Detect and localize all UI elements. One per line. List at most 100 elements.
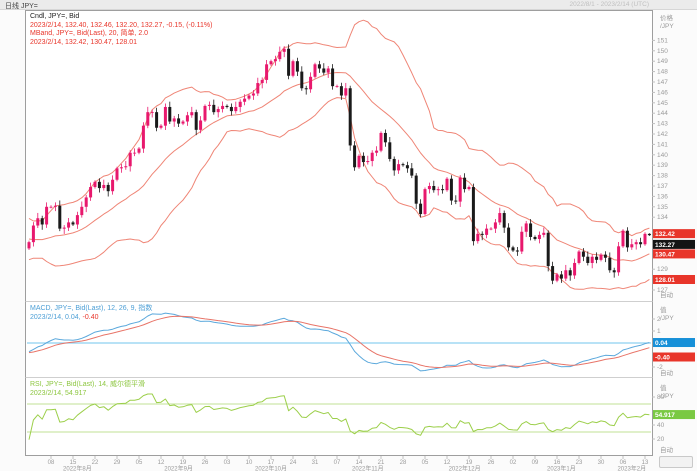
date-range-label: 2022/8/1 - 2023/2/14 (UTC) bbox=[569, 1, 650, 8]
candle-body bbox=[449, 178, 453, 201]
candle-body bbox=[53, 205, 57, 207]
axis-label: 19 bbox=[180, 460, 187, 466]
candle-body bbox=[49, 206, 53, 208]
axis-label: 138 bbox=[657, 173, 668, 180]
candle-body bbox=[273, 59, 277, 62]
axis-label: /JPY bbox=[660, 23, 674, 30]
axis-corner-button[interactable] bbox=[659, 456, 693, 468]
axis-label: 26 bbox=[202, 460, 209, 466]
candle-body bbox=[260, 79, 264, 84]
candle-body bbox=[335, 86, 339, 87]
candle-body bbox=[617, 246, 621, 273]
axis-label: 值 bbox=[660, 305, 667, 314]
candle-body bbox=[427, 186, 431, 190]
candle-body bbox=[590, 256, 594, 263]
candle-body bbox=[207, 104, 211, 106]
axis-price-box bbox=[653, 352, 695, 362]
axis-label: 值 bbox=[660, 383, 667, 392]
axis-label: 149 bbox=[657, 58, 668, 65]
candle-body bbox=[216, 109, 220, 113]
candle-body bbox=[542, 232, 546, 235]
axis-label: 2023年1月 bbox=[547, 465, 576, 471]
candle-body bbox=[119, 167, 123, 169]
candle-body bbox=[269, 61, 273, 65]
axis-label: 140 bbox=[657, 152, 668, 159]
candle-body bbox=[595, 256, 599, 260]
axis-label: 15 bbox=[70, 460, 77, 466]
candle-body bbox=[31, 225, 35, 243]
candle-body bbox=[67, 222, 71, 228]
candle-body bbox=[603, 254, 607, 258]
axis-label: 14 bbox=[356, 460, 363, 466]
candle-body bbox=[185, 115, 189, 122]
axis-label: 价格 bbox=[660, 13, 674, 22]
axis-label: 05 bbox=[422, 460, 429, 466]
candle-body bbox=[573, 262, 577, 276]
candle-body bbox=[432, 186, 436, 191]
candle-body bbox=[128, 152, 132, 167]
candle-body bbox=[322, 68, 326, 73]
candle-body bbox=[102, 184, 106, 189]
axis-label: 16 bbox=[554, 460, 561, 466]
candle-body bbox=[111, 179, 115, 192]
candle-body bbox=[397, 164, 401, 171]
candle-body bbox=[265, 64, 269, 80]
axis-label: 0.04 bbox=[655, 340, 668, 347]
axis-label: 80 bbox=[657, 394, 665, 401]
axis-label: 148 bbox=[657, 69, 668, 76]
candle-body bbox=[471, 187, 475, 242]
candle-body bbox=[251, 93, 255, 96]
axis-label: 20 bbox=[657, 436, 665, 443]
candle-body bbox=[405, 165, 409, 169]
axis-price-box bbox=[653, 239, 695, 249]
candle-body bbox=[419, 203, 423, 215]
chart-panel bbox=[25, 10, 653, 456]
axis-label: 13 bbox=[642, 460, 649, 466]
candle-body bbox=[392, 158, 396, 171]
candle-body bbox=[221, 105, 225, 110]
candle-body bbox=[124, 166, 128, 168]
candle-body bbox=[278, 51, 282, 60]
axis-price-box bbox=[653, 338, 695, 348]
candle-body bbox=[146, 112, 150, 126]
candle-body bbox=[309, 76, 313, 90]
axis-label: 151 bbox=[657, 37, 668, 44]
candle-body bbox=[388, 142, 392, 159]
candle-body bbox=[163, 106, 167, 126]
candle-body bbox=[339, 86, 343, 96]
candle-body bbox=[489, 228, 493, 230]
candle-body bbox=[647, 233, 651, 236]
chart-tab-label[interactable]: 日线 JPY= bbox=[5, 3, 38, 10]
axis-label: 144 bbox=[657, 110, 668, 117]
candle-body bbox=[357, 155, 361, 168]
candle-body bbox=[599, 254, 603, 260]
candle-body bbox=[608, 257, 612, 271]
rsi-line bbox=[28, 393, 650, 440]
candle-body bbox=[84, 197, 88, 207]
candle-body bbox=[353, 145, 357, 168]
axis-label: 129 bbox=[657, 266, 668, 273]
axis-label: 2023年2月 bbox=[617, 465, 646, 471]
window-titlebar: 日线 JPY= 2022/8/1 - 2023/2/14 (UTC) bbox=[0, 0, 697, 10]
candle-body bbox=[194, 112, 198, 130]
candle-body bbox=[485, 228, 489, 235]
candle-body bbox=[212, 104, 216, 113]
candle-body bbox=[458, 177, 462, 202]
candle-body bbox=[630, 244, 634, 248]
candle-body bbox=[331, 68, 335, 87]
candle-body bbox=[515, 250, 519, 252]
candle-body bbox=[507, 227, 511, 248]
candle-body bbox=[243, 98, 247, 102]
candle-body bbox=[533, 236, 537, 240]
candle-body bbox=[361, 155, 365, 163]
candle-body bbox=[150, 112, 154, 113]
candle-body bbox=[304, 88, 308, 90]
candle-body bbox=[370, 152, 374, 162]
axis-label: 127 bbox=[657, 287, 668, 294]
axis-label: 54.917 bbox=[655, 412, 675, 419]
axis-label: 40 bbox=[657, 422, 665, 429]
candle-body bbox=[159, 125, 163, 128]
candle-body bbox=[524, 223, 528, 232]
candle-body bbox=[256, 83, 260, 94]
